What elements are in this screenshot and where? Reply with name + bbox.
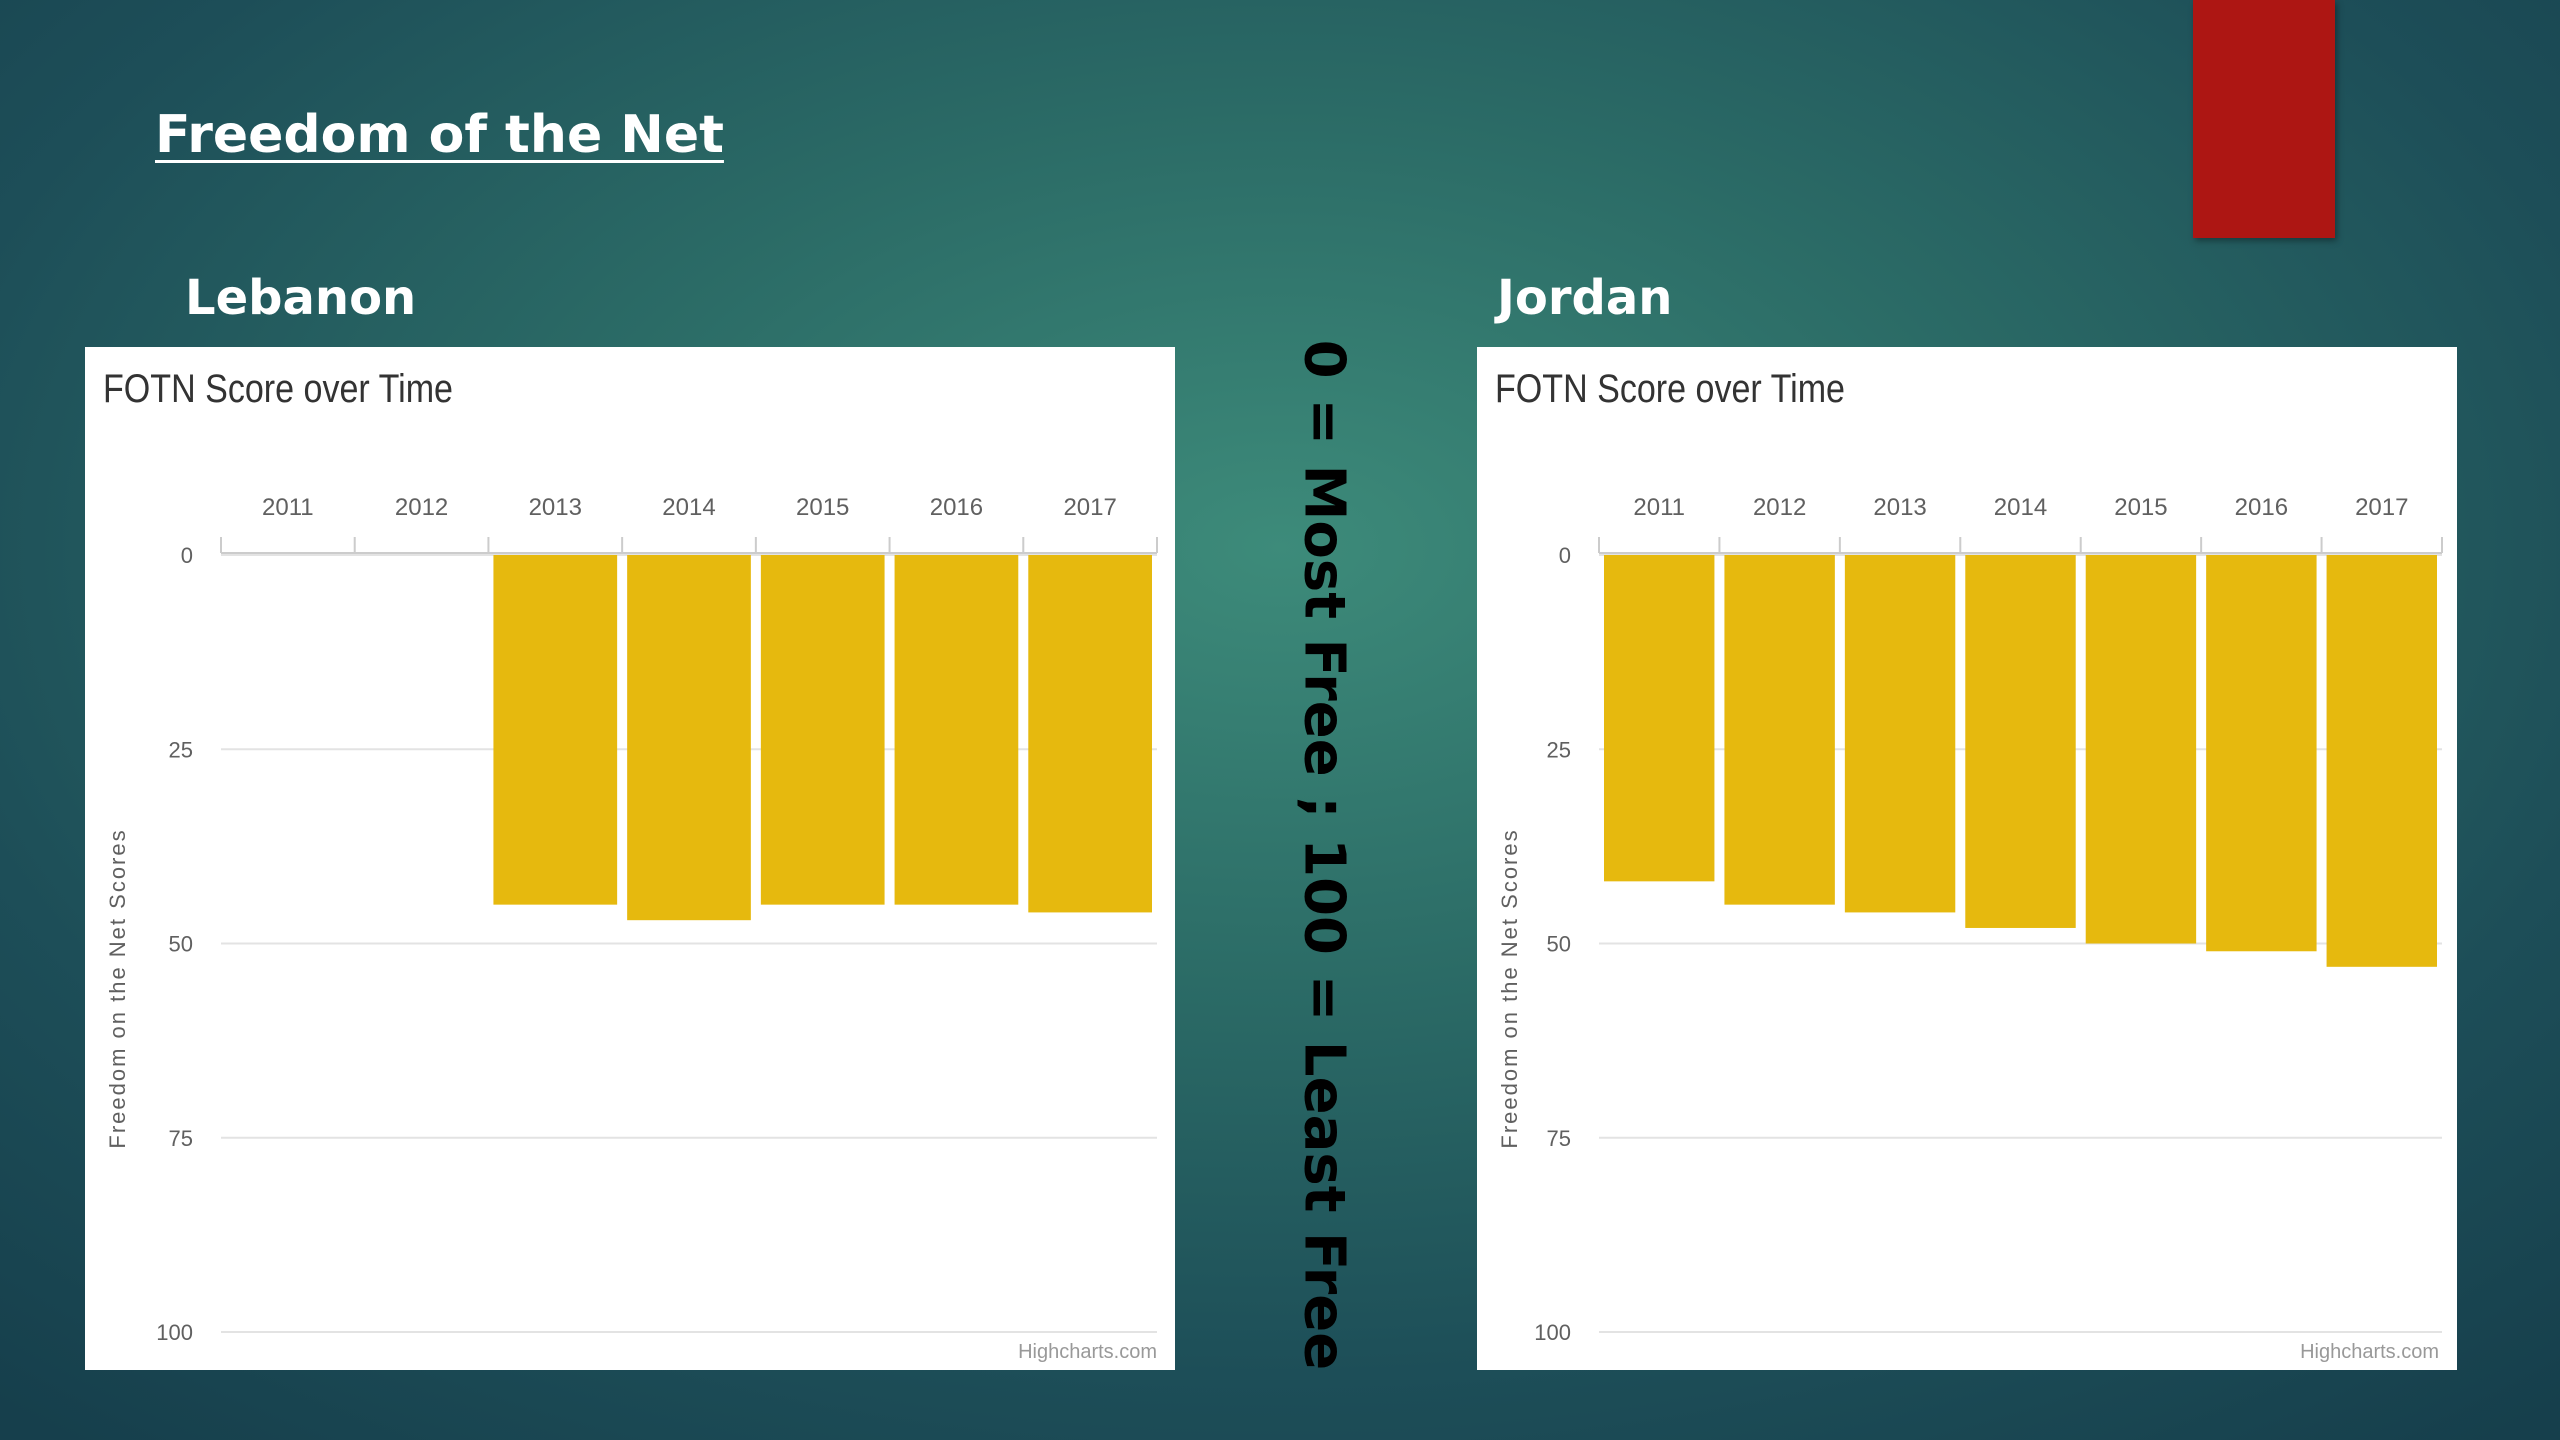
bar-2016 xyxy=(2206,555,2317,952)
bar-2014 xyxy=(627,555,751,921)
slide-title: Freedom of the Net xyxy=(155,105,724,165)
x-tick-label: 2012 xyxy=(395,494,448,521)
bar-2011 xyxy=(1604,555,1715,882)
bar-2015 xyxy=(2085,555,2197,944)
y-tick-label: 0 xyxy=(1559,543,1571,568)
x-tick-label: 2015 xyxy=(796,494,849,521)
y-tick-label: 0 xyxy=(181,543,193,568)
credit-link[interactable]: Highcharts.com xyxy=(2300,1341,2439,1363)
country-label-lebanon: Lebanon xyxy=(185,270,417,326)
y-tick-label: 25 xyxy=(1547,737,1571,762)
y-tick-label: 75 xyxy=(169,1126,193,1151)
bar-2012 xyxy=(1724,555,1835,905)
red-accent-bar xyxy=(2193,0,2335,238)
y-tick-label: 25 xyxy=(169,737,193,762)
y-tick-label: 50 xyxy=(169,932,193,957)
bar-2016 xyxy=(894,555,1019,905)
x-tick-label: 2012 xyxy=(1753,494,1806,521)
x-tick-label: 2013 xyxy=(529,494,582,521)
x-tick-label: 2015 xyxy=(2114,494,2167,521)
y-tick-label: 75 xyxy=(1547,1126,1571,1151)
chart-lebanon: FOTN Score over Time 0 25 50 75 100 2011 2012 20… xyxy=(103,367,1158,1363)
bar-2017 xyxy=(1028,555,1152,913)
chart-title: FOTN Score over Time xyxy=(1495,367,1845,411)
scale-note: 0 = Most Free ; 100 = Least Free xyxy=(1291,339,1357,1371)
x-tick-label: 2016 xyxy=(930,494,983,521)
x-tick-label: 2014 xyxy=(1994,494,2047,521)
x-tick-label: 2017 xyxy=(1063,494,1116,521)
x-tick-label: 2011 xyxy=(1633,494,1685,521)
country-label-jordan: Jordan xyxy=(1497,270,1673,326)
chart-panel-jordan: FOTN Score over Time 0 25 50 75 100 2011 2012 20… xyxy=(1477,347,2457,1370)
y-axis-label: Freedom on the Net Scores xyxy=(105,828,130,1148)
credit-link[interactable]: Highcharts.com xyxy=(1018,1341,1157,1363)
x-tick-label: 2014 xyxy=(662,494,715,521)
bar-2014 xyxy=(1965,555,2076,928)
chart-panel-lebanon: FOTN Score over Time 0 25 50 75 100 2011 2012 20… xyxy=(85,347,1175,1370)
bar-2013 xyxy=(493,555,618,905)
x-tick-label: 2016 xyxy=(2235,494,2288,521)
bar-2015 xyxy=(760,555,885,905)
x-tick-label: 2017 xyxy=(2355,494,2408,521)
chart-title: FOTN Score over Time xyxy=(103,367,453,411)
chart-jordan: FOTN Score over Time 0 25 50 75 100 2011 2012 20… xyxy=(1495,367,2443,1363)
y-tick-label: 100 xyxy=(156,1320,193,1345)
y-tick-label: 50 xyxy=(1547,932,1571,957)
y-axis-label: Freedom on the Net Scores xyxy=(1497,828,1522,1148)
y-tick-label: 100 xyxy=(1534,1320,1571,1345)
bar-2017 xyxy=(2326,555,2437,967)
bar-2013 xyxy=(1844,555,1956,913)
x-tick-label: 2013 xyxy=(1873,494,1926,521)
x-tick-label: 2011 xyxy=(262,494,314,521)
